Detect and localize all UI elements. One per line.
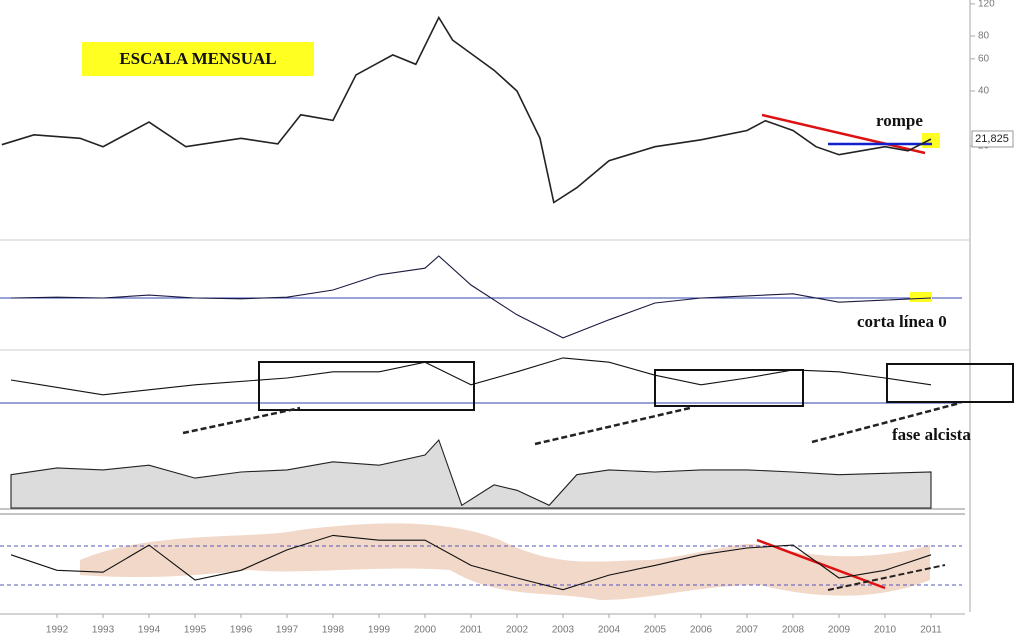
x-tick-label: 2005 bbox=[644, 625, 667, 636]
trend-line bbox=[756, 538, 886, 590]
x-tick-label: 1997 bbox=[276, 625, 299, 636]
x-tick-label: 2006 bbox=[690, 625, 713, 636]
trend-line bbox=[761, 113, 926, 155]
trend-line bbox=[182, 406, 301, 435]
y-tick-label: 120 bbox=[978, 0, 995, 10]
x-tick-label: 1996 bbox=[230, 625, 253, 636]
annotation: rompe bbox=[876, 111, 923, 130]
x-tick-label: 2010 bbox=[874, 625, 897, 636]
x-tick-label: 2009 bbox=[828, 625, 851, 636]
line bbox=[10, 534, 932, 591]
x-tick-label: 2007 bbox=[736, 625, 759, 636]
price-tag bbox=[971, 130, 1014, 148]
x-tick-label: 1994 bbox=[138, 625, 161, 636]
y-tick-label: 80 bbox=[978, 31, 990, 42]
x-tick-label: 2003 bbox=[552, 625, 575, 636]
x-tick-label: 1993 bbox=[92, 625, 115, 636]
trend-line bbox=[534, 406, 691, 446]
x-tick-label: 2008 bbox=[782, 625, 805, 636]
x-tick-label: 1998 bbox=[322, 625, 345, 636]
price-label: 21,825 bbox=[975, 133, 1009, 145]
area bbox=[10, 438, 932, 509]
box bbox=[654, 369, 804, 407]
x-tick-label: 2002 bbox=[506, 625, 529, 636]
x-tick-label: 1995 bbox=[184, 625, 207, 636]
band bbox=[80, 523, 930, 600]
highlight bbox=[922, 133, 940, 148]
x-tick-label: 1999 bbox=[368, 625, 391, 636]
x-tick-label: 2004 bbox=[598, 625, 621, 636]
x-tick-label: 2000 bbox=[414, 625, 437, 636]
line bbox=[10, 255, 932, 339]
title-box bbox=[82, 42, 314, 76]
box bbox=[258, 361, 475, 411]
box bbox=[886, 363, 1014, 403]
line bbox=[10, 357, 932, 396]
trend-line bbox=[827, 564, 946, 591]
x-tick-label: 2011 bbox=[920, 625, 942, 636]
line bbox=[1, 15, 932, 204]
trend-line bbox=[811, 401, 961, 444]
highlight bbox=[910, 292, 932, 302]
annotation: corta línea 0 bbox=[857, 312, 947, 331]
x-tick-label: 1992 bbox=[46, 625, 69, 636]
y-tick-label: 60 bbox=[978, 53, 990, 64]
title: ESCALA MENSUAL bbox=[119, 49, 276, 68]
annotation: fase alcista bbox=[892, 425, 971, 444]
x-tick-label: 2001 bbox=[460, 625, 483, 636]
y-tick-label: 40 bbox=[978, 86, 990, 97]
